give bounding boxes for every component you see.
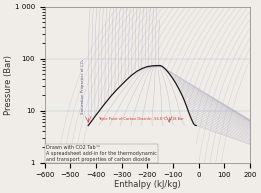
Text: Drawn with CO2 Tab™
A spreadsheet add-in for the thermodynamic
and transport pro: Drawn with CO2 Tab™ A spreadsheet add-in… [46, 145, 157, 162]
Text: Saturation Properties of CO₂: Saturation Properties of CO₂ [81, 58, 85, 113]
Y-axis label: Pressure (Bar): Pressure (Bar) [4, 55, 13, 115]
Text: Triple Point of Carbon Dioxide: -56.6°C, 5.18 Bar: Triple Point of Carbon Dioxide: -56.6°C,… [98, 117, 184, 120]
X-axis label: Enthalpy (kJ/kg): Enthalpy (kJ/kg) [114, 180, 181, 189]
